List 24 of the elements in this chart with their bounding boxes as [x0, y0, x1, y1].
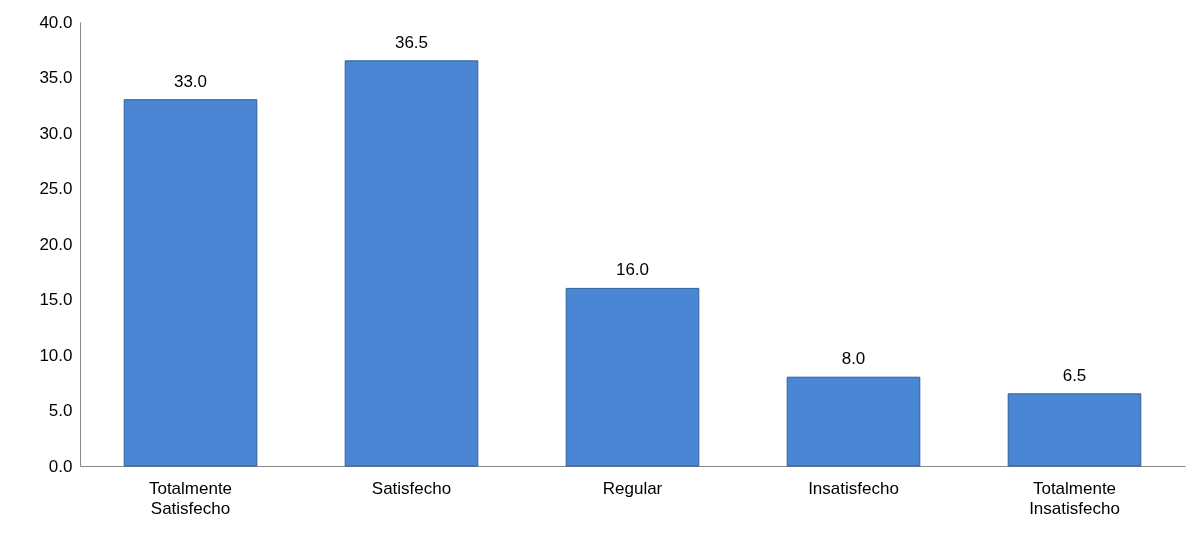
- bar: [786, 376, 921, 467]
- y-tick-label: 5.0: [48, 401, 73, 420]
- y-tick-label: 30.0: [39, 123, 73, 143]
- y-tick-label: 35.0: [39, 68, 73, 87]
- data-label: 6.5: [1062, 365, 1087, 385]
- x-tick-label: Insatisfecho: [808, 478, 899, 498]
- bar: [123, 99, 258, 467]
- data-label: 33.0: [173, 71, 208, 91]
- bar: [344, 60, 479, 467]
- y-tick-label: 20.0: [39, 234, 73, 254]
- y-tick-label: 40.0: [39, 12, 73, 32]
- y-tick-label: 15.0: [39, 290, 73, 309]
- data-label: 16.0: [615, 260, 650, 280]
- y-tick-label: 0.0: [48, 456, 73, 476]
- y-tick-label: 10.0: [39, 345, 73, 365]
- data-label: 36.5: [394, 32, 429, 52]
- data-label: 8.0: [841, 349, 866, 369]
- bar: [1007, 393, 1142, 467]
- y-tick-label: 25.0: [39, 179, 73, 198]
- x-tick-label: Totalmente Satisfecho: [148, 478, 233, 518]
- x-tick-label: Satisfecho: [371, 478, 452, 498]
- x-tick-label: Totalmente Insatisfecho: [1029, 478, 1120, 518]
- bar: [565, 287, 700, 467]
- x-tick-label: Regular: [602, 478, 663, 498]
